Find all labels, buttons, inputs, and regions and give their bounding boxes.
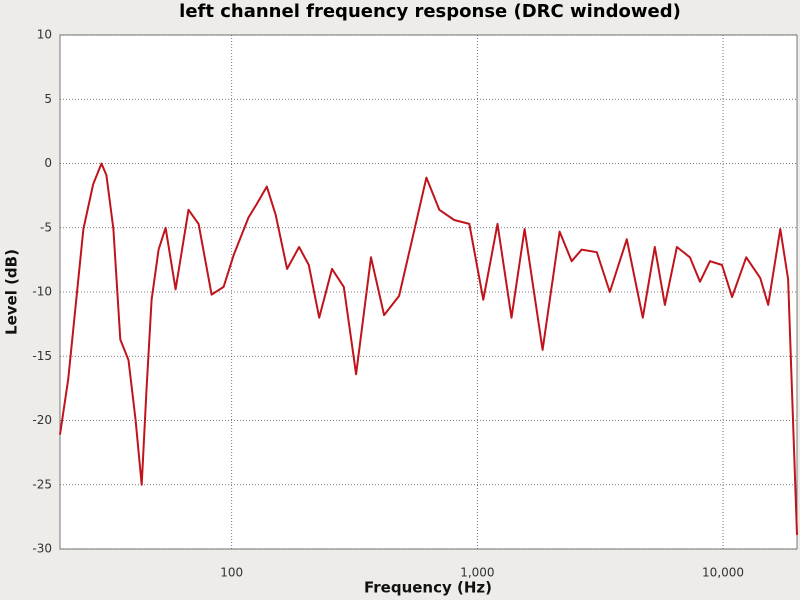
y-tick-label: -20	[32, 413, 52, 427]
x-tick-label: 100	[220, 566, 243, 580]
y-tick-label: -15	[32, 349, 52, 363]
y-tick-label: -10	[32, 285, 52, 299]
y-tick-label: -25	[32, 477, 52, 491]
y-axis-label: Level (dB)	[3, 249, 21, 335]
x-tick-label: 10,000	[702, 566, 744, 580]
y-tick-label: -5	[40, 220, 52, 234]
y-tick-label: 10	[37, 28, 52, 42]
y-tick-label: 5	[44, 92, 52, 106]
y-tick-label: -30	[32, 542, 52, 556]
x-tick-label: 1,000	[460, 566, 494, 580]
plot-area	[59, 34, 798, 550]
chart-title: left channel frequency response (DRC win…	[179, 1, 681, 22]
x-axis-label: Frequency (Hz)	[364, 579, 492, 597]
y-tick-label: 0	[44, 156, 52, 170]
data-line	[59, 162, 798, 535]
